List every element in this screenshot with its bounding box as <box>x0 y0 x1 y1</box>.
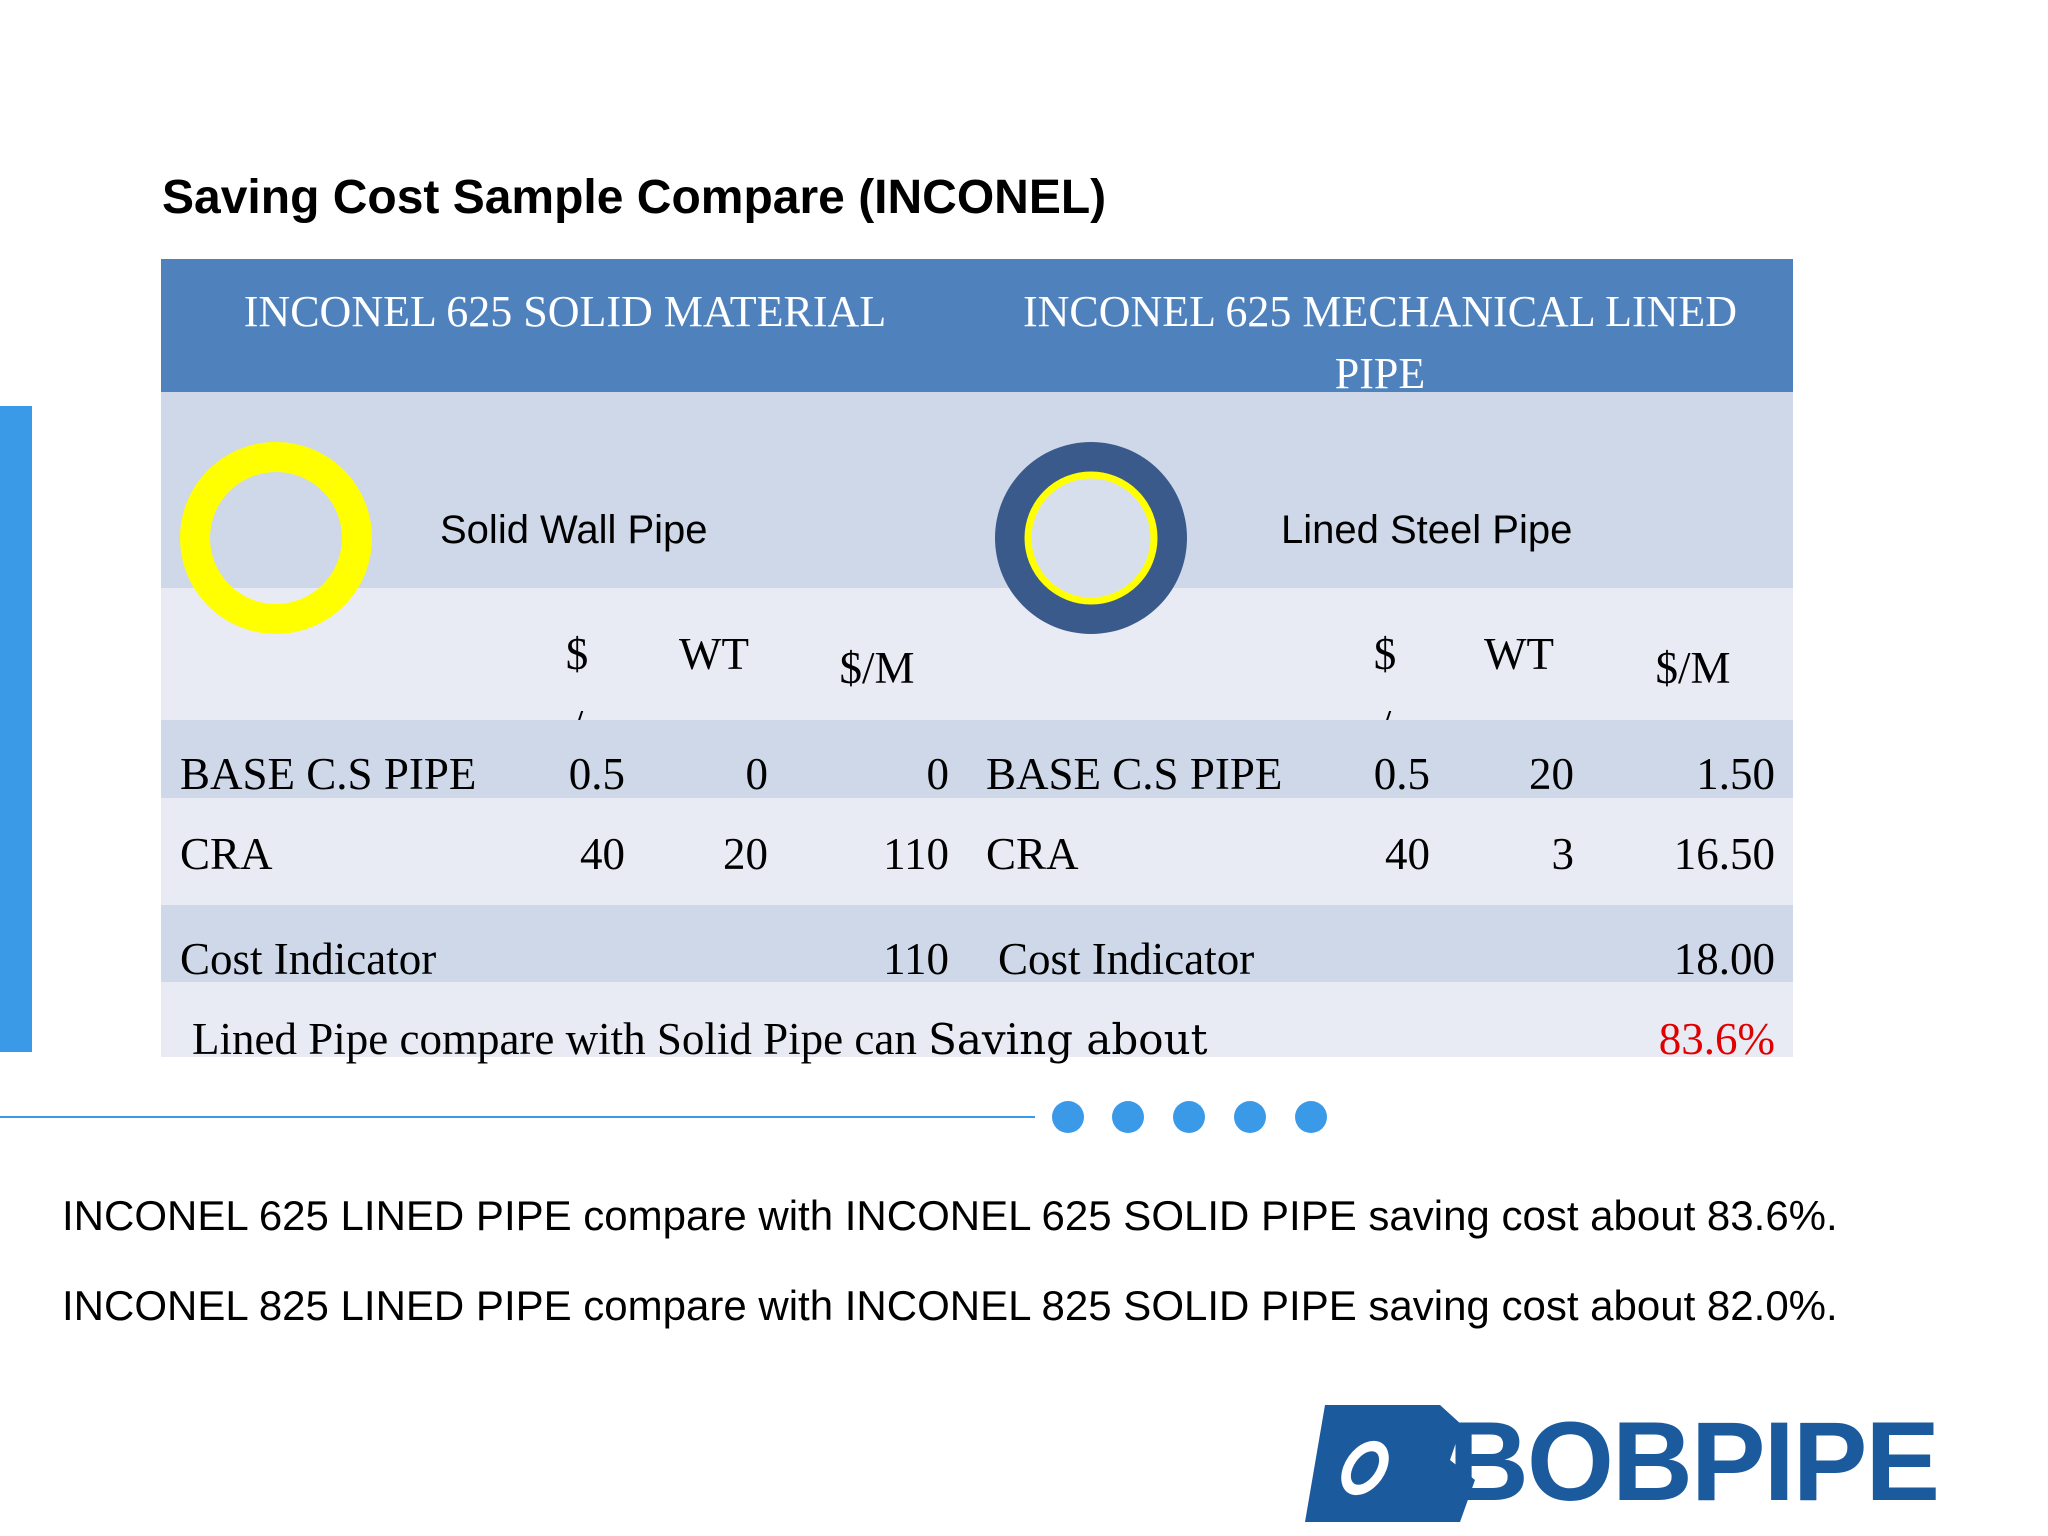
note: INCONEL 625 LINED PIPE compare with INCO… <box>62 1192 1838 1239</box>
header-row <box>161 259 1793 392</box>
row-cra <box>161 798 1793 905</box>
saving-row-text: Lined Pipe compare with Solid Pipe can S… <box>192 1013 1208 1065</box>
unit-header: $/M <box>1655 643 1731 693</box>
note: INCONEL 825 LINED PIPE compare with INCO… <box>62 1282 1838 1329</box>
cell: 40 <box>1385 829 1430 879</box>
unit-header: $ /MT <box>1373 629 1397 720</box>
cell: 1.50 <box>1696 749 1775 799</box>
cell: 40 <box>580 829 625 879</box>
cell: 18.00 <box>1673 934 1775 984</box>
dots <box>1052 1101 1327 1133</box>
saving-emphasis: Saving about <box>928 1015 1208 1064</box>
header-cell: INCONEL 625 SOLID MATERIAL <box>243 287 887 336</box>
lined-pipe-liner <box>1024 471 1158 605</box>
row-label: Cost Indicator <box>180 934 437 984</box>
image-row <box>161 392 1793 588</box>
solid-pipe-icon <box>180 442 372 634</box>
cell: 0 <box>745 749 769 799</box>
unit-header: $ /MT <box>565 629 589 720</box>
header-cell: INCONEL 625 MECHANICAL LINED PIPE <box>1022 287 1738 392</box>
cell: 20 <box>723 829 768 879</box>
row-label: BASE C.S PIPE <box>986 749 1283 799</box>
cell: 0 <box>926 749 950 799</box>
cell: 0.5 <box>568 749 625 799</box>
cell: 110 <box>883 829 949 879</box>
row-base <box>161 720 1793 798</box>
image-label: Lined Steel Pipe <box>1281 508 1573 552</box>
cell: 0.5 <box>1373 749 1430 799</box>
title: Saving Cost Sample Compare (INCONEL) <box>162 171 1107 224</box>
image-label: Solid Wall Pipe <box>440 508 708 552</box>
saving-text: Lined Pipe compare with Solid Pipe can <box>192 1014 917 1064</box>
unit-header: WT <box>679 629 749 679</box>
side-bar <box>0 406 32 1052</box>
row-saving <box>161 982 1793 1057</box>
logo-text: BOBPIPE <box>1448 1399 1940 1524</box>
row-label: BASE C.S PIPE <box>180 749 477 799</box>
row-label: CRA <box>986 829 1079 879</box>
unit-header: $/M <box>839 643 915 693</box>
row-label: Cost Indicator <box>998 934 1255 984</box>
cell: 3 <box>1551 829 1575 879</box>
saving-value: 83.6% <box>1658 1014 1775 1064</box>
logo-icon <box>1305 1405 1475 1522</box>
row-label: CRA <box>180 829 273 879</box>
unit-header: WT <box>1484 629 1554 679</box>
row-cost <box>161 905 1793 982</box>
unit-row <box>161 588 1793 720</box>
cell: 20 <box>1529 749 1574 799</box>
cell: 110 <box>883 934 949 984</box>
cell: 16.50 <box>1673 829 1775 879</box>
